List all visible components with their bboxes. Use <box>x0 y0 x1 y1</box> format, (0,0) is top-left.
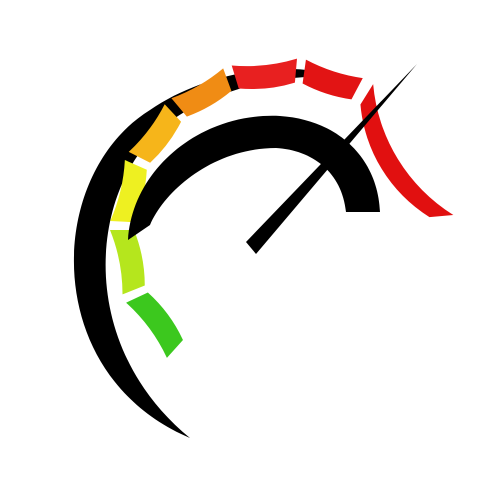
gauge-segment-6 <box>232 59 297 89</box>
gauge-segment-7 <box>303 60 363 100</box>
gauge-segment-1 <box>126 293 183 358</box>
gauge-segment-2 <box>110 230 145 294</box>
